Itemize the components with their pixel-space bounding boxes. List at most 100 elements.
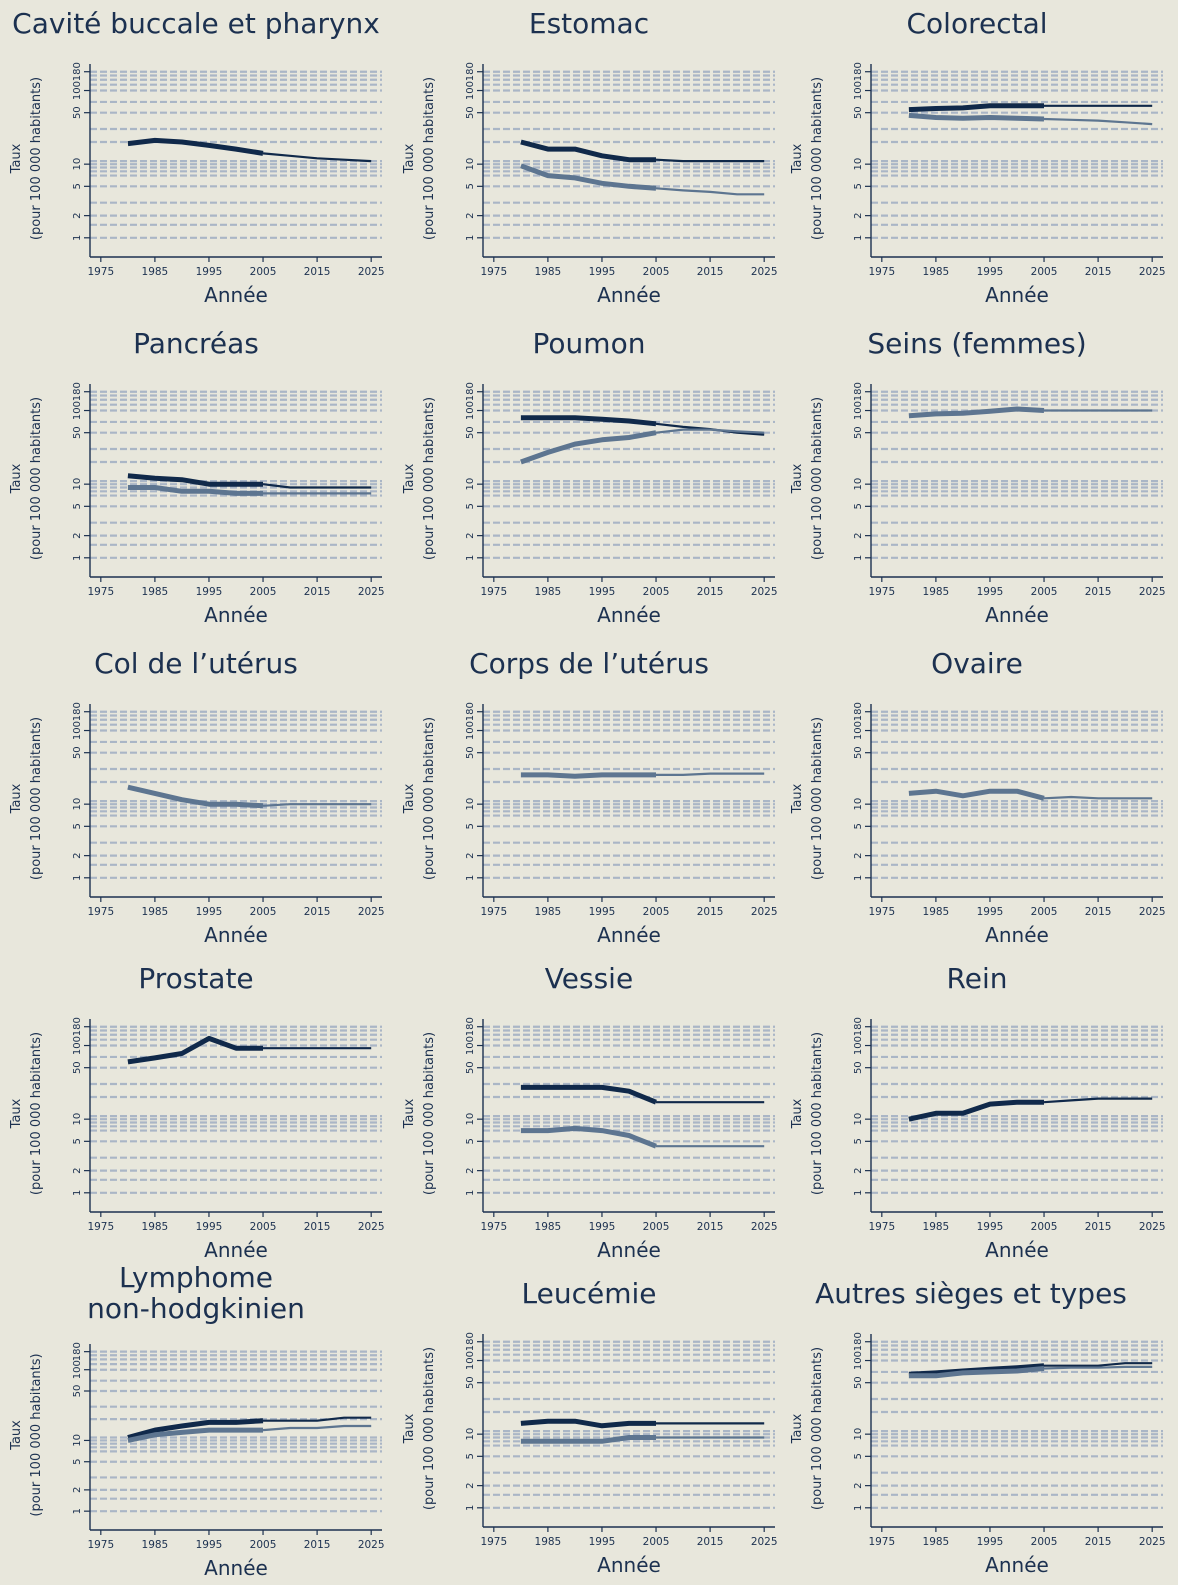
y-tick-label: 50 [72,426,83,439]
y-tick-label: 100 [465,81,476,100]
chart-panel: Seins (femmes) 1 2 5 10 50 100 180 1975 1985 1995 2… [781,320,1173,635]
x-tick-label: 1975 [868,266,895,278]
chart-panel: Poumon 1 2 5 10 50 100 180 1975 1985 1995 2005 2015 2… [393,320,785,635]
chart-title: Estomac [528,7,650,40]
series-line-women-projected [262,803,372,807]
series-line-women-observed [520,430,657,465]
x-tick-label: 1995 [589,266,616,278]
x-tick-label: 1975 [480,906,507,918]
y-axis-label: Taux [9,463,24,494]
x-tick-label: 2025 [1139,1221,1166,1233]
y-axis-label-unit: (pour 100 000 habitants) [810,1032,825,1195]
y-tick-label: 1 [853,1190,864,1196]
y-tick-label: 2 [853,532,864,538]
x-tick-label: 2025 [1139,1536,1166,1548]
y-tick-label: 5 [853,1453,864,1459]
y-tick-label: 2 [465,532,476,538]
y-tick-label: 10 [72,1434,83,1447]
y-tick-label: 5 [72,183,83,189]
y-tick-label: 2 [72,1487,83,1493]
chart-panel: Estomac 1 2 5 10 50 100 180 1975 1985 1995 2005 2015… [393,0,785,315]
series-line-women-projected [655,428,765,434]
y-axis-label: Taux [402,463,417,494]
series-line-women-observed [908,788,1045,801]
x-tick-label: 2015 [1085,1536,1112,1548]
y-tick-label: 180 [465,702,476,721]
series-line-men-observed [908,103,1044,113]
x-tick-label: 1995 [977,266,1004,278]
y-tick-label: 2 [465,1482,476,1488]
chart-title: Pancréas [133,327,259,360]
x-tick-label: 2015 [1085,1221,1112,1233]
x-tick-label: 2025 [1139,586,1166,598]
x-tick-label: 2005 [250,266,277,278]
series-line-women-projected [1043,1365,1153,1370]
series-line-men-projected [262,152,372,163]
x-tick-label: 2025 [358,1539,385,1551]
y-tick-label: 180 [853,62,864,81]
x-tick-label: 2015 [304,906,331,918]
x-tick-label: 2025 [1139,266,1166,278]
y-tick-label: 100 [465,1036,476,1055]
y-tick-label: 50 [72,746,83,759]
x-tick-label: 2005 [643,906,670,918]
x-axis-label: Année [597,603,661,627]
x-tick-label: 1995 [196,586,223,598]
y-tick-label: 10 [465,158,476,171]
series-line-men-observed [520,415,657,427]
chart-title: Colorectal [906,7,1048,40]
chart-title: Col de l’utérus [94,647,298,680]
y-tick-label: 50 [465,426,476,439]
series-line-men-observed [520,1418,656,1429]
y-tick-label: 2 [465,852,476,858]
series-line-men-observed [127,1035,263,1065]
chart-title: Vessie [544,962,634,995]
y-axis-label-unit: (pour 100 000 habitants) [422,1032,437,1195]
x-tick-label: 1975 [868,1536,895,1548]
x-axis-label: Année [597,283,661,307]
y-tick-label: 1 [465,875,476,881]
y-tick-label: 180 [853,1332,864,1351]
chart-panel: Colorectal 1 2 5 10 50 100 180 1975 1985 1995 2005 2… [781,0,1173,315]
x-tick-label: 1975 [868,586,895,598]
y-tick-label: 100 [72,1360,83,1379]
y-tick-label: 50 [72,1385,83,1398]
series-line-men-observed [127,1418,264,1440]
y-axis-label-unit: (pour 100 000 habitants) [810,77,825,240]
y-axis-label: Taux [9,1098,24,1129]
y-tick-label: 1 [465,555,476,561]
y-tick-label: 5 [853,1138,864,1144]
y-tick-label: 100 [72,721,83,740]
y-tick-label: 50 [465,746,476,759]
x-tick-label: 2015 [304,266,331,278]
y-tick-label: 5 [465,503,476,509]
x-tick-label: 1985 [923,266,950,278]
x-tick-label: 1995 [196,906,223,918]
series-line-men-observed [127,137,264,156]
x-tick-label: 1985 [923,586,950,598]
y-tick-label: 180 [72,1017,83,1036]
y-axis-label: Taux [402,783,417,814]
y-tick-label: 2 [72,212,83,218]
series-line-men-observed [127,473,263,487]
y-tick-label: 10 [853,1428,864,1441]
x-tick-label: 1975 [868,1221,895,1233]
y-tick-label: 10 [853,1113,864,1126]
x-tick-label: 1975 [87,266,114,278]
x-tick-label: 1975 [868,906,895,918]
y-tick-label: 50 [853,426,864,439]
y-axis-label: Taux [402,1413,417,1444]
y-tick-label: 2 [72,532,83,538]
chart-title: Seins (femmes) [867,327,1087,360]
y-axis-label: Taux [402,1098,417,1129]
y-tick-label: 100 [853,81,864,100]
x-tick-label: 1995 [196,266,223,278]
series-line-women-projected [656,772,765,776]
y-tick-label: 180 [465,1332,476,1351]
x-axis-label: Année [985,1553,1049,1577]
y-axis-label: Taux [9,783,24,814]
x-tick-label: 1985 [142,586,169,598]
y-tick-label: 10 [465,798,476,811]
